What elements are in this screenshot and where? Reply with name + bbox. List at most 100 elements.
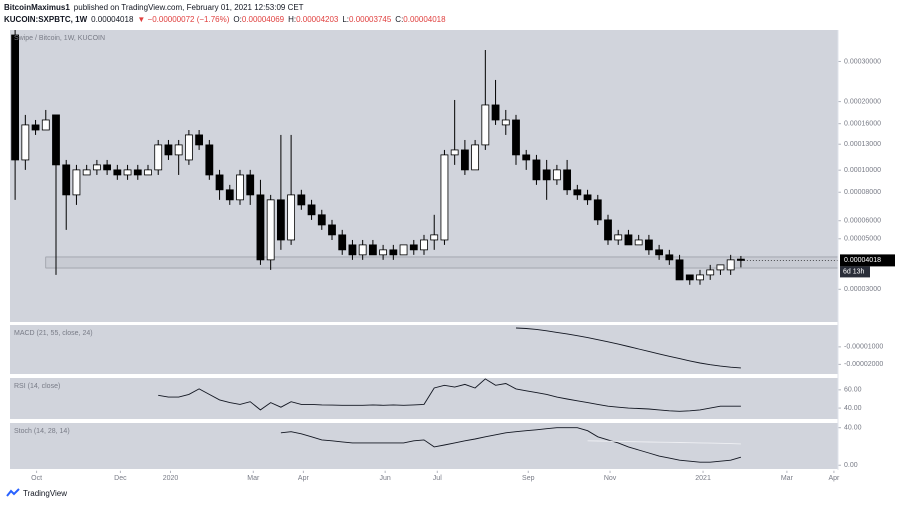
change: ▼ −0.00000072 (−1.76%) xyxy=(137,15,230,24)
candle-body xyxy=(31,124,40,131)
candle-body xyxy=(123,169,132,176)
y-tick-label: 40.00 xyxy=(844,405,862,412)
candle-body xyxy=(164,144,173,156)
footer: TradingView xyxy=(6,488,67,498)
rsi-pane xyxy=(10,378,838,419)
header: BitcoinMaximus1 published on TradingView.… xyxy=(4,2,454,26)
candle-body xyxy=(144,169,152,176)
candle-body xyxy=(113,169,122,176)
y-tick-label: 60.00 xyxy=(844,387,862,394)
macd-pane xyxy=(10,325,838,374)
indicator-line xyxy=(587,440,741,445)
candle-body xyxy=(552,169,561,181)
countdown: 6d 13h xyxy=(843,269,865,276)
y-tick-label: -0.00002000 xyxy=(844,361,883,368)
candle-body xyxy=(532,159,541,181)
candle-body xyxy=(328,224,336,236)
y-tick-label: -0.00001000 xyxy=(844,344,883,351)
candle-body xyxy=(62,164,71,196)
y-tick-label: 0.00020000 xyxy=(844,98,881,105)
candle-body xyxy=(706,269,715,276)
y-tick-label: 0.00013000 xyxy=(844,141,881,148)
candle-body xyxy=(11,34,20,161)
candle-body xyxy=(389,249,398,256)
indicator-label: Stoch (14, 28, 14) xyxy=(14,428,70,435)
candle-body xyxy=(236,174,244,201)
main-pane xyxy=(10,30,838,322)
published: published on TradingView.com, February 0… xyxy=(73,3,304,12)
indicator-line xyxy=(158,378,741,412)
candle-body xyxy=(174,144,183,156)
candle-body xyxy=(409,244,418,251)
candle-body xyxy=(379,249,388,256)
logo xyxy=(6,488,20,497)
ohlc-value: 0.00004203 xyxy=(296,15,339,24)
candle-body xyxy=(82,169,91,176)
candle-body xyxy=(297,194,306,206)
ohlc-key: L: xyxy=(342,15,350,24)
last-price-tag xyxy=(840,254,895,267)
candle-body xyxy=(696,274,704,281)
chart-title: Swipe / Bitcoin, 1W, KUCOIN xyxy=(14,35,105,42)
candle-body xyxy=(420,239,428,251)
candle-body xyxy=(276,199,285,241)
x-tick-label: Dec xyxy=(114,475,127,482)
candle-body xyxy=(41,119,50,131)
candle-body xyxy=(522,154,531,161)
y-tick-label: 0.00010000 xyxy=(844,167,881,174)
x-tick-label: Mar xyxy=(781,475,794,482)
x-tick-label: Sep xyxy=(522,475,535,482)
candle-body xyxy=(430,234,439,241)
candle-body xyxy=(338,234,347,251)
candle-body xyxy=(573,189,582,196)
x-tick-label: 2021 xyxy=(695,475,711,482)
candle-body xyxy=(614,234,623,241)
ohlc: O:0.00004069 H:0.00004203 L:0.00003745 C:0.… xyxy=(233,15,449,24)
candle-body xyxy=(450,149,459,156)
last-price-label: 0.00004018 xyxy=(844,257,881,264)
candle-body xyxy=(184,134,193,161)
chart: Swipe / Bitcoin, 1W, KUCOIN 0.00030000 0.… xyxy=(10,30,897,482)
candle-body xyxy=(92,164,101,171)
candle-body xyxy=(21,124,30,161)
candle-body xyxy=(501,119,510,126)
last-price: 0.00004018 xyxy=(91,15,134,24)
candle-body xyxy=(52,114,60,166)
candle-body xyxy=(542,169,551,181)
candle-body xyxy=(225,189,234,201)
candle-body xyxy=(399,244,408,256)
candle-body xyxy=(481,104,490,146)
y-tick-label: 40.00 xyxy=(844,425,862,432)
candle-body xyxy=(604,219,612,241)
candle-body xyxy=(624,234,633,246)
candle-body xyxy=(460,149,469,171)
y-tick-label: 0.00003000 xyxy=(844,286,881,293)
candle-body xyxy=(634,239,643,246)
ohlc-value: 0.00004018 xyxy=(403,15,446,24)
indicator-label: RSI (14, close) xyxy=(14,383,60,390)
indicator-label: MACD (21, 55, close, 24) xyxy=(14,330,93,337)
candle-body xyxy=(675,259,684,281)
x-tick-label: Oct xyxy=(31,475,42,482)
y-tick-label: 0.00006000 xyxy=(844,218,881,225)
candle-body xyxy=(593,199,602,221)
candle-body xyxy=(205,144,214,176)
y-tick-label: 0.00005000 xyxy=(844,236,881,243)
symbol: KUCOIN:SXPBTC, 1W xyxy=(4,15,88,24)
indicator-line xyxy=(280,427,742,463)
candle-body xyxy=(348,244,357,256)
x-tick-label: Mar xyxy=(247,475,260,482)
candle-body xyxy=(287,194,296,241)
candle-body xyxy=(491,104,500,121)
candle-body xyxy=(665,254,674,261)
stoch-pane xyxy=(10,423,838,469)
x-tick-label: Jun xyxy=(380,475,391,482)
candle-body xyxy=(685,274,694,281)
author: BitcoinMaximus1 xyxy=(4,3,70,12)
candle-body xyxy=(563,169,572,191)
candle-body xyxy=(246,174,255,196)
x-tick-label: Jul xyxy=(433,475,442,482)
candle-body xyxy=(358,244,367,256)
candle-body xyxy=(440,154,449,241)
